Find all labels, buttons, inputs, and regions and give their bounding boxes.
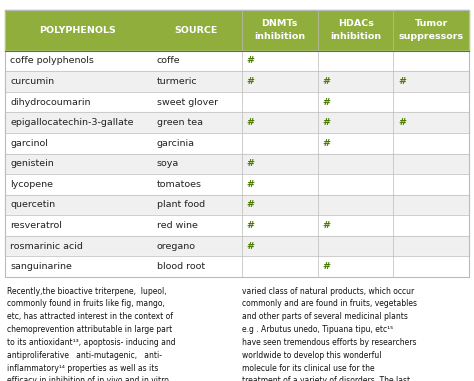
Text: #: # <box>246 221 255 230</box>
Text: coffe: coffe <box>157 56 181 66</box>
Text: HDACs
inhibition: HDACs inhibition <box>330 19 381 41</box>
Text: blood root: blood root <box>157 262 205 271</box>
Text: rosmarinic acid: rosmarinic acid <box>10 242 83 251</box>
Text: quercetin: quercetin <box>10 200 55 210</box>
Text: #: # <box>322 139 330 148</box>
Text: #: # <box>322 118 330 127</box>
Text: coffe polyphenols: coffe polyphenols <box>10 56 94 66</box>
Text: plant food: plant food <box>157 200 205 210</box>
Text: soya: soya <box>157 159 179 168</box>
Text: oregano: oregano <box>157 242 196 251</box>
Text: #: # <box>246 200 255 210</box>
Text: genistein: genistein <box>10 159 54 168</box>
Bar <box>5 133 469 154</box>
Bar <box>5 174 469 195</box>
Text: Recently,the bioactive triterpene,  lupeol,
commonly found in fruits like fig, m: Recently,the bioactive triterpene, lupeo… <box>7 287 176 381</box>
Text: #: # <box>246 159 255 168</box>
Text: garcinia: garcinia <box>157 139 195 148</box>
Bar <box>5 92 469 112</box>
Text: POLYPHENOLS: POLYPHENOLS <box>40 26 116 35</box>
Text: lycopene: lycopene <box>10 180 54 189</box>
Text: #: # <box>246 242 255 251</box>
Bar <box>5 71 469 92</box>
Text: #: # <box>322 221 330 230</box>
Text: DNMTs
inhibition: DNMTs inhibition <box>254 19 305 41</box>
Bar <box>5 112 469 133</box>
Text: garcinol: garcinol <box>10 139 48 148</box>
Bar <box>5 195 469 215</box>
Bar <box>5 51 469 71</box>
Text: Tumor
suppressors: Tumor suppressors <box>399 19 464 41</box>
Text: #: # <box>246 180 255 189</box>
Text: sweet glover: sweet glover <box>157 98 218 107</box>
Text: tomatoes: tomatoes <box>157 180 202 189</box>
Bar <box>5 256 469 277</box>
Text: red wine: red wine <box>157 221 198 230</box>
Bar <box>5 10 469 51</box>
Bar <box>5 236 469 256</box>
Text: #: # <box>322 98 330 107</box>
Text: #: # <box>322 77 330 86</box>
Text: turmeric: turmeric <box>157 77 198 86</box>
Text: epigallocatechin-3-gallate: epigallocatechin-3-gallate <box>10 118 134 127</box>
Text: varied class of natural products, which occur
commonly and are found in fruits, : varied class of natural products, which … <box>242 287 417 381</box>
Bar <box>5 154 469 174</box>
Text: resveratrol: resveratrol <box>10 221 62 230</box>
Text: #: # <box>246 56 255 66</box>
Text: curcumin: curcumin <box>10 77 55 86</box>
Text: green tea: green tea <box>157 118 203 127</box>
Text: SOURCE: SOURCE <box>175 26 218 35</box>
Text: dihydrocoumarin: dihydrocoumarin <box>10 98 91 107</box>
Text: #: # <box>398 118 406 127</box>
Text: #: # <box>246 118 255 127</box>
Text: #: # <box>398 77 406 86</box>
Text: #: # <box>246 77 255 86</box>
Text: #: # <box>322 262 330 271</box>
Text: sanguinarine: sanguinarine <box>10 262 73 271</box>
Bar <box>5 215 469 236</box>
